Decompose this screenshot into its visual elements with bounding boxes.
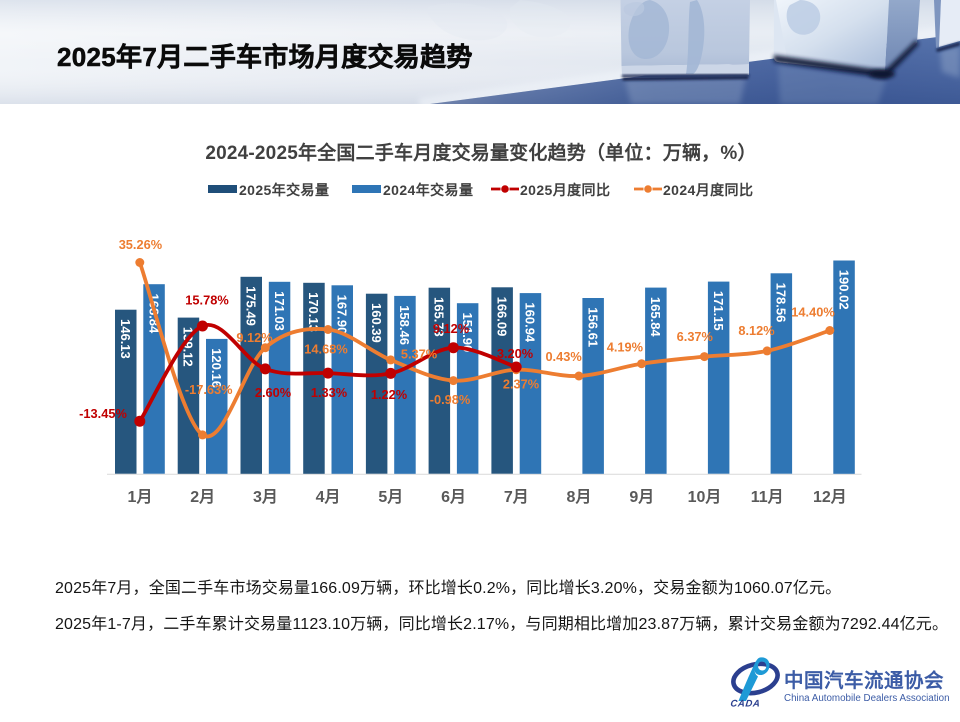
svg-text:160.94: 160.94 [523, 302, 538, 343]
svg-text:4月: 4月 [316, 488, 341, 506]
svg-text:178.56: 178.56 [774, 283, 789, 323]
svg-text:2月: 2月 [190, 488, 215, 506]
svg-text:12月: 12月 [813, 488, 847, 506]
svg-text:175.49: 175.49 [244, 286, 259, 326]
svg-text:165.84: 165.84 [648, 297, 663, 338]
svg-text:1.33%: 1.33% [311, 385, 348, 400]
svg-text:-13.45%: -13.45% [79, 406, 127, 421]
svg-text:1.22%: 1.22% [371, 387, 408, 402]
svg-text:14.40%: 14.40% [791, 305, 835, 320]
svg-text:5月: 5月 [378, 488, 403, 506]
svg-text:0.43%: 0.43% [545, 349, 582, 364]
svg-text:3.20%: 3.20% [497, 346, 534, 361]
svg-text:146.13: 146.13 [118, 319, 133, 359]
svg-text:156.61: 156.61 [585, 307, 600, 347]
svg-text:6.37%: 6.37% [677, 329, 714, 344]
svg-text:160.39: 160.39 [369, 303, 384, 343]
svg-text:2.60%: 2.60% [255, 385, 292, 400]
svg-text:3月: 3月 [253, 488, 278, 506]
svg-text:-17.63%: -17.63% [185, 382, 233, 397]
svg-text:2.37%: 2.37% [503, 377, 540, 392]
svg-text:170.13: 170.13 [306, 292, 321, 332]
svg-text:11月: 11月 [751, 488, 784, 506]
svg-text:CADA: CADA [730, 699, 761, 710]
svg-text:8月: 8月 [567, 488, 592, 506]
svg-text:35.26%: 35.26% [119, 237, 163, 252]
svg-text:8.12%: 8.12% [738, 323, 775, 338]
svg-text:171.15: 171.15 [711, 291, 726, 331]
svg-text:14.68%: 14.68% [304, 342, 348, 357]
svg-text:171.03: 171.03 [272, 291, 287, 331]
svg-text:167.90: 167.90 [335, 295, 350, 335]
svg-text:120.16: 120.16 [209, 348, 224, 388]
svg-text:158.46: 158.46 [397, 305, 412, 345]
svg-text:2025月度同比: 2025月度同比 [520, 182, 610, 198]
svg-text:166.09: 166.09 [494, 297, 509, 337]
svg-text:7月: 7月 [504, 488, 529, 506]
svg-text:9.12%: 9.12% [433, 321, 470, 336]
svg-text:5.37%: 5.37% [401, 347, 438, 362]
svg-text:China Automobile Dealers Assoc: China Automobile Dealers Association [784, 693, 950, 704]
svg-text:165.73: 165.73 [432, 297, 447, 337]
svg-text:4.19%: 4.19% [607, 340, 644, 355]
svg-text:2025年交易量: 2025年交易量 [239, 182, 329, 198]
svg-text:190.02: 190.02 [836, 270, 851, 310]
svg-text:151.90: 151.90 [460, 313, 475, 353]
svg-text:9月: 9月 [629, 488, 654, 506]
svg-text:1月: 1月 [128, 488, 153, 506]
svg-text:中国汽车流通协会: 中国汽车流通协会 [784, 669, 944, 692]
svg-text:9.12%: 9.12% [236, 330, 273, 345]
svg-text:2024-2025年全国二手车月度交易量变化趋势（单位：万辆: 2024-2025年全国二手车月度交易量变化趋势（单位：万辆，%） [205, 141, 756, 164]
svg-text:-0.98%: -0.98% [430, 392, 471, 407]
svg-text:15.78%: 15.78% [185, 293, 229, 308]
svg-text:10月: 10月 [688, 488, 722, 506]
svg-text:2024月度同比: 2024月度同比 [663, 182, 753, 198]
svg-text:2024年交易量: 2024年交易量 [383, 182, 473, 198]
svg-text:6月: 6月 [441, 488, 466, 506]
